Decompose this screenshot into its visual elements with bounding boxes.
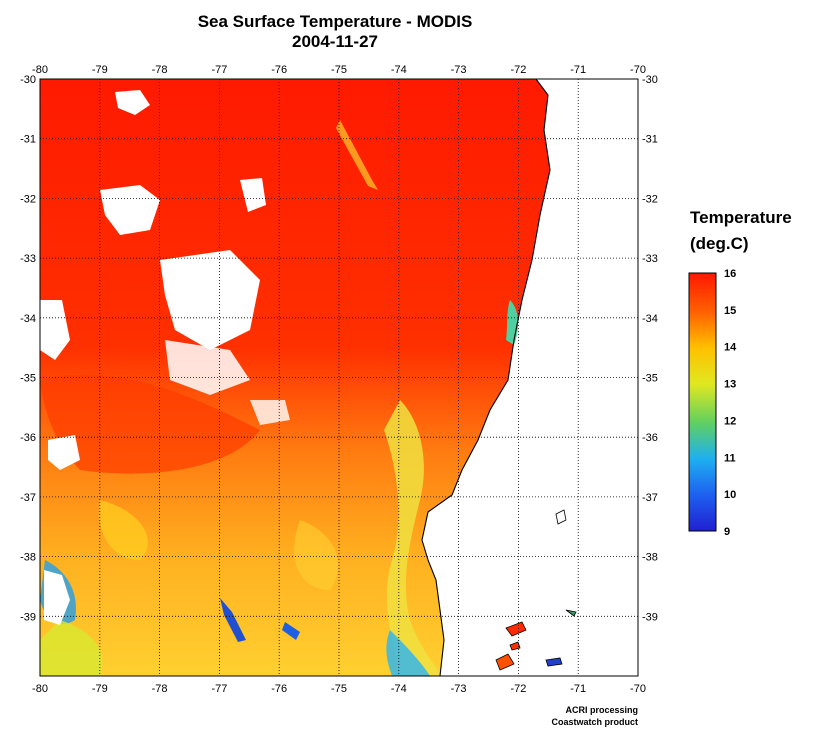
island-3 <box>545 657 563 667</box>
cool-streak-2 <box>282 622 300 640</box>
cloud-mask-6 <box>48 435 80 470</box>
lat-tick-label: -33 <box>20 253 36 265</box>
map-title: Sea Surface Temperature - MODIS <box>197 12 473 31</box>
lat-tick-label: -31 <box>20 134 36 146</box>
lon-tick-label: -78 <box>152 64 168 76</box>
lon-tick-label: -70 <box>630 683 646 695</box>
lon-tick-label: -75 <box>331 64 347 76</box>
colorbar-title: Temperature <box>690 208 792 227</box>
lon-tick-label: -70 <box>630 64 646 76</box>
lon-tick-label: -71 <box>570 683 586 695</box>
colorbar-tick-label: 11 <box>724 452 736 464</box>
lon-tick-label: -79 <box>92 683 108 695</box>
island-1 <box>505 621 527 637</box>
lat-tick-label: -30 <box>642 74 658 86</box>
latitude-labels-right: -30 -31 -32 -33 -34 -35 -36 -37 -38 -39 <box>642 74 658 623</box>
cloud-mask-8 <box>240 178 266 212</box>
map-date: 2004-11-27 <box>291 32 379 51</box>
lon-tick-label: -73 <box>451 683 467 695</box>
lon-tick-label: -80 <box>32 683 48 695</box>
island-6 <box>509 641 521 651</box>
map-border <box>39 78 639 677</box>
island-4 <box>555 509 567 525</box>
lat-tick-label: -34 <box>20 313 36 325</box>
lat-tick-label: -31 <box>642 134 658 146</box>
coastline <box>421 79 551 676</box>
lon-tick-label: -79 <box>92 64 108 76</box>
lat-tick-label: -39 <box>20 611 36 623</box>
longitude-labels-top: -80 -79 -78 -77 -76 -75 -74 -73 -72 -71 -70 <box>32 64 646 76</box>
lon-tick-label: -73 <box>451 64 467 76</box>
credit-product: Coastwatch product <box>551 717 638 727</box>
upwelling-band <box>384 400 440 676</box>
cloud-mask-4 <box>165 340 250 395</box>
cloud-mask-1 <box>115 90 150 115</box>
lon-tick-label: -77 <box>211 64 227 76</box>
warm-filament <box>336 120 378 190</box>
lat-tick-label: -30 <box>20 74 36 86</box>
cool-patch-south <box>386 630 430 676</box>
lon-tick-label: -74 <box>391 683 407 695</box>
lat-tick-label: -38 <box>642 552 658 564</box>
cloud-mask-2 <box>100 185 160 235</box>
colorbar-tick-label: 13 <box>724 379 736 391</box>
island-5 <box>565 609 577 617</box>
lon-tick-label: -77 <box>211 683 227 695</box>
lon-tick-label: -80 <box>32 64 48 76</box>
longitude-labels-bottom: -80 -79 -78 -77 -76 -75 -74 -73 -72 -71 -70 <box>32 683 646 695</box>
lat-tick-label: -32 <box>20 193 36 205</box>
lat-tick-label: -36 <box>20 432 36 444</box>
cloud-mask-3 <box>160 250 260 350</box>
lon-tick-label: -72 <box>510 683 526 695</box>
island-2 <box>495 653 515 671</box>
lat-tick-label: -36 <box>642 432 658 444</box>
lon-tick-label: -78 <box>152 683 168 695</box>
lat-tick-label: -37 <box>20 492 36 504</box>
graticule <box>40 79 639 676</box>
latitude-labels-left: -30 -31 -32 -33 -34 -35 -36 -37 -38 -39 <box>20 74 36 623</box>
lon-tick-label: -72 <box>510 64 526 76</box>
lat-tick-label: -32 <box>642 193 658 205</box>
colorbar-tick-label: 10 <box>724 489 736 501</box>
yellow-patch-mid <box>99 500 148 560</box>
yellow-patch-center <box>294 520 339 590</box>
warm-eddy-patch <box>40 374 260 474</box>
green-patch <box>40 620 103 676</box>
lat-tick-label: -35 <box>20 373 36 385</box>
lat-tick-label: -38 <box>20 552 36 564</box>
lon-tick-label: -75 <box>331 683 347 695</box>
cloud-mask-7 <box>44 570 70 625</box>
colorbar-tick-label: 16 <box>724 268 736 280</box>
colorbar-unit: (deg.C) <box>690 234 749 253</box>
cloud-mask-9 <box>250 400 290 425</box>
lat-tick-label: -39 <box>642 611 658 623</box>
lon-tick-label: -74 <box>391 64 407 76</box>
lon-tick-label: -71 <box>570 64 586 76</box>
cloud-mask-5 <box>40 300 70 360</box>
lat-tick-label: -33 <box>642 253 658 265</box>
colorbar-labels: 16 15 14 13 12 11 10 9 <box>724 268 737 538</box>
colorbar <box>688 272 717 532</box>
colorbar-tick-label: 12 <box>724 415 736 427</box>
lon-tick-label: -76 <box>271 64 287 76</box>
lon-tick-label: -76 <box>271 683 287 695</box>
lat-tick-label: -37 <box>642 492 658 504</box>
colorbar-tick-label: 14 <box>724 342 737 354</box>
lat-tick-label: -35 <box>642 373 658 385</box>
colorbar-tick-label: 9 <box>724 526 730 538</box>
colorbar-tick-label: 15 <box>724 305 736 317</box>
credit-processing: ACRI processing <box>565 705 638 715</box>
cool-streak-1 <box>220 598 246 642</box>
lat-tick-label: -34 <box>642 313 658 325</box>
